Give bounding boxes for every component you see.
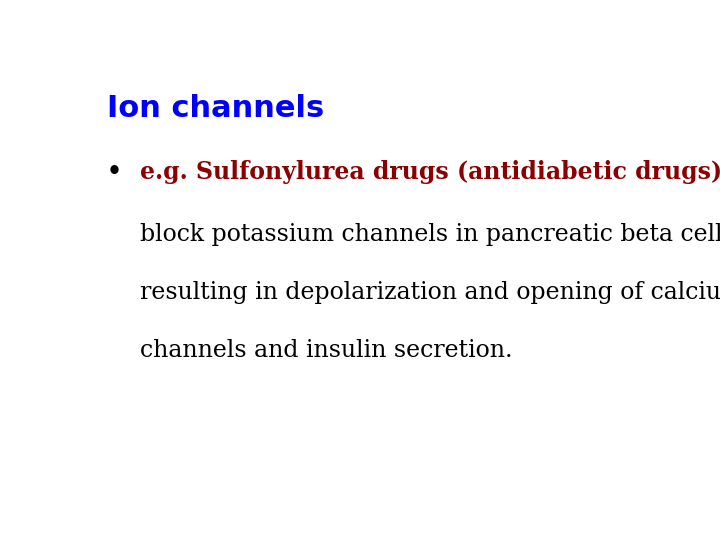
Text: channels and insulin secretion.: channels and insulin secretion. xyxy=(140,339,513,362)
Text: Ion channels: Ion channels xyxy=(107,94,324,123)
Text: block potassium channels in pancreatic beta cells: block potassium channels in pancreatic b… xyxy=(140,223,720,246)
Text: resulting in depolarization and opening of calcium: resulting in depolarization and opening … xyxy=(140,281,720,304)
Text: e.g. Sulfonylurea drugs (antidiabetic drugs):: e.g. Sulfonylurea drugs (antidiabetic dr… xyxy=(140,160,720,185)
Text: •: • xyxy=(107,160,122,185)
